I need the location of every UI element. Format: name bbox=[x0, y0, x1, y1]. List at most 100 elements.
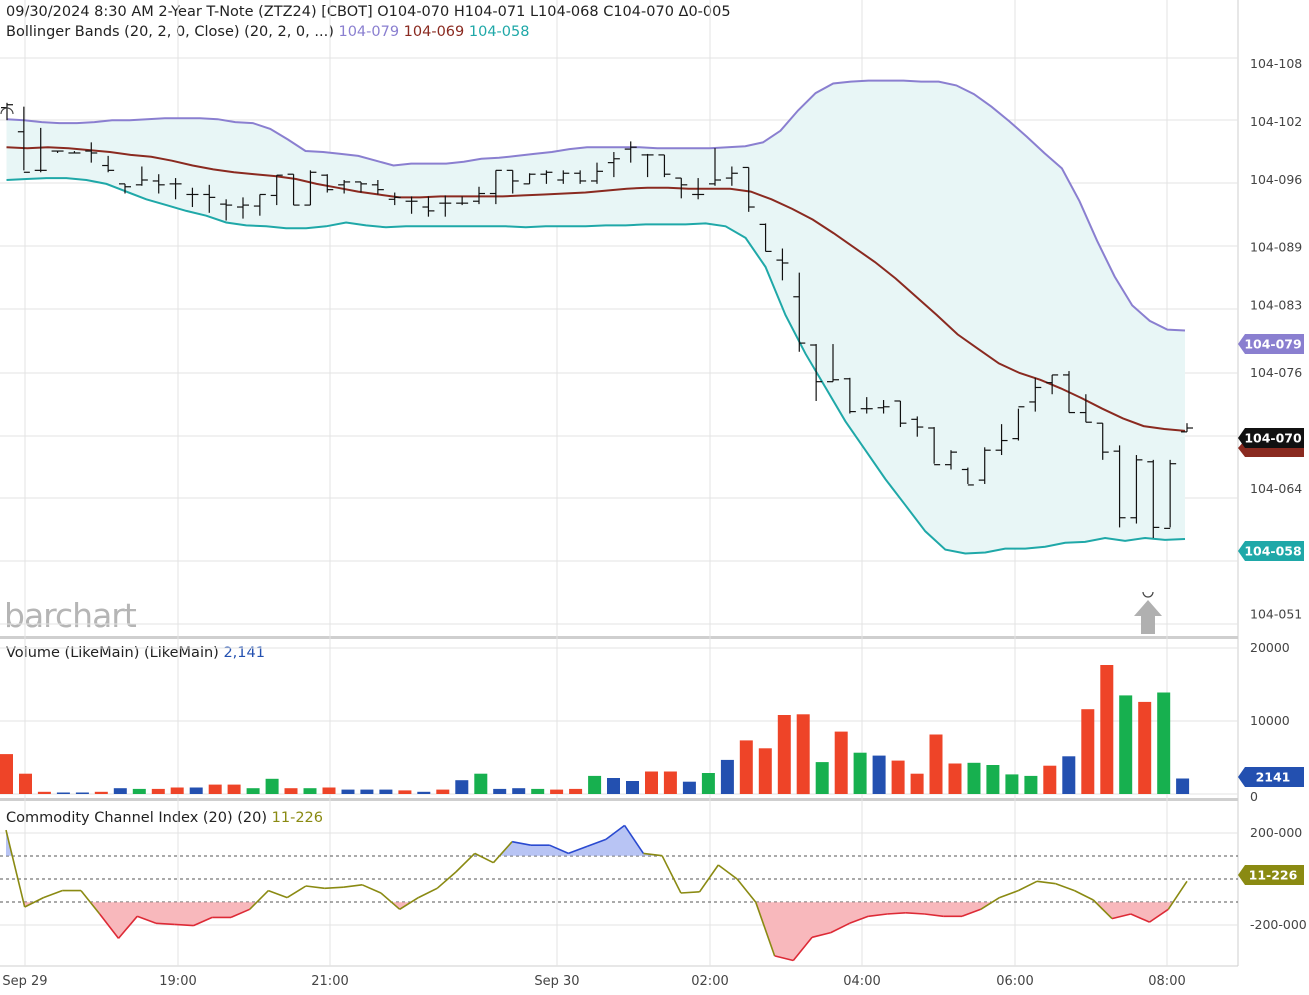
ohlc-bar bbox=[237, 197, 249, 219]
volume-bar bbox=[853, 752, 867, 794]
symbol-summary: 09/30/2024 8:30 AM 2-Year T-Note (ZTZ24)… bbox=[6, 4, 731, 20]
volume-bar bbox=[227, 784, 241, 794]
volume-bar bbox=[0, 754, 13, 794]
volume-bar bbox=[834, 731, 848, 794]
ohlc-bar bbox=[911, 416, 924, 437]
volume-bar bbox=[512, 788, 526, 794]
ohlc-bar bbox=[675, 177, 688, 199]
cci-line-segment bbox=[1055, 882, 1075, 892]
bb-lower-badge-text: 104-058 bbox=[1244, 544, 1301, 559]
volume-bar bbox=[322, 787, 336, 794]
cci-line-segment bbox=[586, 838, 607, 848]
volume-badge-text: 2141 bbox=[1256, 770, 1291, 785]
cci-line-segment bbox=[117, 915, 138, 939]
ohlc-bar bbox=[51, 150, 64, 153]
ohlc-bar bbox=[860, 397, 873, 414]
cci-line-segment bbox=[868, 913, 888, 918]
bb-upper-badge-text: 104-079 bbox=[1244, 337, 1301, 352]
ohlc-bar bbox=[489, 169, 502, 205]
cci-line-segment bbox=[174, 923, 194, 927]
volume-axis-tick: 0 bbox=[1250, 789, 1258, 804]
cci-line-segment bbox=[24, 896, 44, 908]
volume-bar bbox=[626, 781, 639, 794]
cci-line-segment bbox=[661, 855, 682, 894]
volume-bar bbox=[645, 771, 658, 794]
ohlc-bar bbox=[1181, 423, 1193, 433]
volume-bar bbox=[967, 762, 981, 794]
cci-line-segment bbox=[999, 889, 1019, 899]
cci-line-segment bbox=[568, 845, 588, 855]
session-low-marker bbox=[1142, 591, 1154, 598]
ohlc-bar bbox=[17, 106, 30, 173]
cci-line-segment bbox=[792, 936, 813, 962]
ohlc-bar bbox=[877, 400, 890, 414]
cci-line-segment bbox=[849, 915, 869, 925]
volume-bar bbox=[474, 773, 488, 794]
ohlc-bar bbox=[355, 181, 367, 193]
ohlc-bar bbox=[540, 170, 553, 184]
ohlc-bar bbox=[371, 180, 384, 195]
ohlc-bar bbox=[607, 152, 620, 178]
volume-bar bbox=[151, 788, 165, 794]
ohlc-bar bbox=[422, 196, 435, 217]
volume-bar bbox=[701, 773, 715, 794]
bb-upper-value: 104-079 bbox=[338, 24, 400, 40]
volume-bar bbox=[455, 780, 469, 794]
ohlc-bar bbox=[557, 170, 570, 184]
volume-bar bbox=[796, 714, 810, 795]
cci-line-segment bbox=[887, 912, 906, 915]
bollinger-legend: Bollinger Bands (20, 2, 0, Close) (20, 2… bbox=[6, 24, 529, 40]
chart-header: 09/30/2024 8:30 AM 2-Year T-Note (ZTZ24)… bbox=[6, 4, 731, 20]
cci-legend: Commodity Channel Index (20) (20) 11-226 bbox=[6, 810, 323, 826]
volume-bar bbox=[94, 791, 108, 794]
volume-bar bbox=[1119, 695, 1133, 794]
volume-bar bbox=[720, 759, 734, 794]
price-axis-tick: 104-089 bbox=[1250, 240, 1302, 255]
volume-bar bbox=[398, 790, 412, 794]
ohlc-bar bbox=[1130, 455, 1143, 524]
ohlc-bar bbox=[439, 195, 452, 217]
time-axis-tick: Sep 29 bbox=[2, 974, 47, 989]
ohlc-bar bbox=[928, 427, 941, 466]
ohlc-bar bbox=[186, 187, 199, 208]
ohlc-bar bbox=[34, 127, 47, 173]
ohlc-bar bbox=[776, 248, 789, 281]
volume-bar bbox=[588, 775, 602, 794]
cci-line-segment bbox=[492, 841, 513, 864]
cci-line-segment bbox=[549, 844, 569, 855]
cci-line-segment bbox=[380, 892, 401, 910]
ohlc-bar bbox=[304, 170, 317, 206]
ohlc-bar bbox=[1, 102, 13, 121]
ohlc-bar bbox=[1046, 374, 1059, 395]
cci-line-segment bbox=[155, 922, 175, 926]
volume-axis-tick: 10000 bbox=[1250, 713, 1290, 728]
volume-bar bbox=[360, 789, 374, 794]
ohlc-bar bbox=[945, 450, 957, 470]
volume-badge: 2141 bbox=[1238, 767, 1304, 787]
ohlc-bar bbox=[102, 155, 115, 173]
ohlc-bar bbox=[574, 170, 587, 184]
ohlc-bar bbox=[978, 447, 991, 484]
ohlc-bar bbox=[506, 169, 519, 194]
last-price-badge: 104-070 bbox=[1238, 428, 1304, 448]
bb-lower-badge: 104-058 bbox=[1238, 541, 1304, 561]
volume-bar bbox=[208, 784, 222, 794]
cci-oversold-fill bbox=[90, 902, 257, 939]
bb-lower-badge-shape bbox=[1238, 541, 1304, 561]
bb-lower-value: 104-058 bbox=[468, 24, 530, 40]
volume-bar bbox=[910, 773, 924, 794]
ohlc-bar bbox=[85, 142, 98, 163]
ohlc-bar bbox=[1079, 394, 1092, 423]
panel-divider bbox=[0, 636, 1238, 639]
bollinger-middle-line bbox=[6, 146, 1186, 432]
price-axis-tick: 104-051 bbox=[1250, 606, 1302, 621]
time-axis-tick: 06:00 bbox=[996, 974, 1033, 989]
cci-line-segment bbox=[474, 852, 494, 864]
cci-line-segment bbox=[1074, 889, 1094, 901]
cci-line-segment bbox=[230, 908, 251, 919]
cci-line-segment bbox=[830, 922, 850, 934]
cci-line-segment bbox=[736, 878, 757, 903]
cci-oversold-fill bbox=[755, 902, 992, 961]
cci-line-segment bbox=[717, 864, 738, 880]
